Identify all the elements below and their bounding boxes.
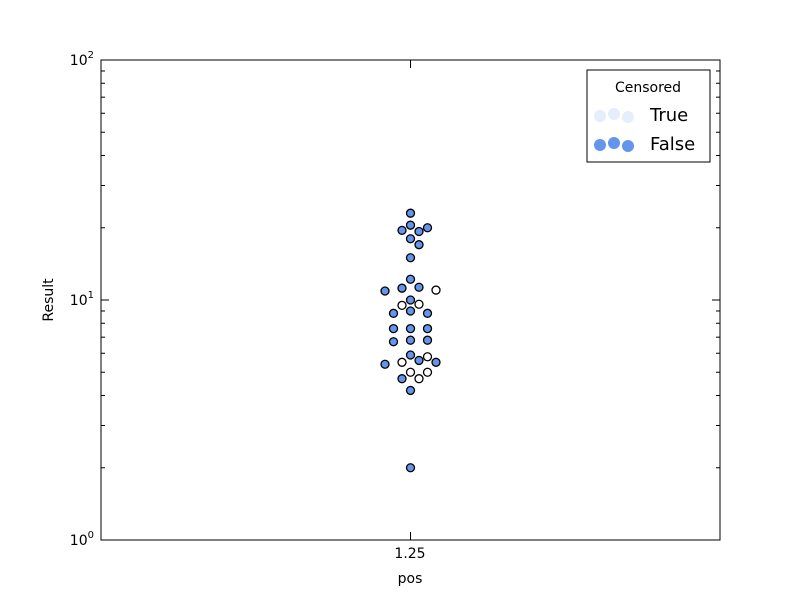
y-axis-label: Result — [41, 278, 57, 322]
data-point-censored-false — [405, 220, 416, 230]
legend-marker-false-1 — [594, 139, 606, 151]
data-point-censored-false — [405, 350, 416, 360]
legend-marker-true-3 — [622, 111, 634, 123]
legend-label-true: True — [649, 105, 688, 126]
legend-entry-false: False — [594, 134, 695, 155]
data-point-censored-false — [397, 225, 407, 236]
data-point-censored-false — [380, 359, 390, 369]
data-point-censored-false — [414, 240, 424, 250]
data-point-censored-false — [405, 463, 416, 473]
data-point-censored-false — [405, 295, 416, 305]
data-point-censored-false — [422, 323, 433, 334]
data-point-censored-false — [397, 374, 407, 384]
data-point-censored-true — [397, 357, 407, 367]
y-tick-label-0: 100 — [70, 530, 94, 549]
data-point-censored-false — [405, 274, 416, 284]
legend-box — [586, 69, 711, 163]
legend-marker-false-2 — [608, 137, 620, 149]
data-point-censored-false — [414, 355, 424, 366]
data-point-censored-false — [422, 223, 433, 233]
data-point-censored-false — [388, 308, 399, 318]
y-tick-label-2: 102 — [70, 50, 94, 69]
data-point-censored-true — [431, 285, 441, 295]
legend-marker-true-1 — [594, 110, 606, 122]
x-axis-label: pos — [398, 571, 423, 587]
data-point-censored-true — [397, 300, 407, 311]
legend-entry-true: True — [594, 105, 688, 126]
y-tick-label-1: 101 — [70, 290, 94, 309]
data-point-censored-false — [405, 335, 416, 345]
legend-marker-false-3 — [622, 140, 634, 152]
data-point-censored-true — [414, 374, 424, 384]
data-point-censored-false — [388, 337, 399, 347]
data-point-censored-true — [414, 299, 424, 309]
data-point-censored-false — [414, 226, 424, 237]
data-point-censored-false — [405, 208, 416, 218]
legend-title: Censored — [615, 80, 681, 96]
data-point-censored-false — [388, 323, 399, 334]
points-layer — [380, 208, 441, 473]
data-point-censored-false — [405, 253, 416, 263]
data-point-censored-false — [397, 283, 407, 293]
data-point-censored-false — [431, 357, 441, 367]
data-point-censored-true — [422, 352, 433, 362]
ticks-layer — [101, 59, 720, 541]
data-point-censored-false — [380, 286, 390, 296]
legend-label-false: False — [650, 134, 695, 155]
x-tick-label: 1.25 — [394, 546, 425, 562]
data-point-censored-false — [422, 335, 433, 345]
data-point-censored-false — [405, 306, 416, 316]
data-point-censored-false — [405, 385, 416, 396]
data-point-censored-true — [422, 367, 433, 377]
data-point-censored-false — [414, 282, 424, 292]
data-point-censored-true — [405, 367, 416, 377]
data-point-censored-false — [405, 234, 416, 244]
data-point-censored-false — [422, 308, 433, 318]
legend-marker-true-2 — [608, 108, 620, 120]
data-point-censored-false — [405, 323, 416, 334]
legend: Censored True False — [586, 69, 711, 163]
